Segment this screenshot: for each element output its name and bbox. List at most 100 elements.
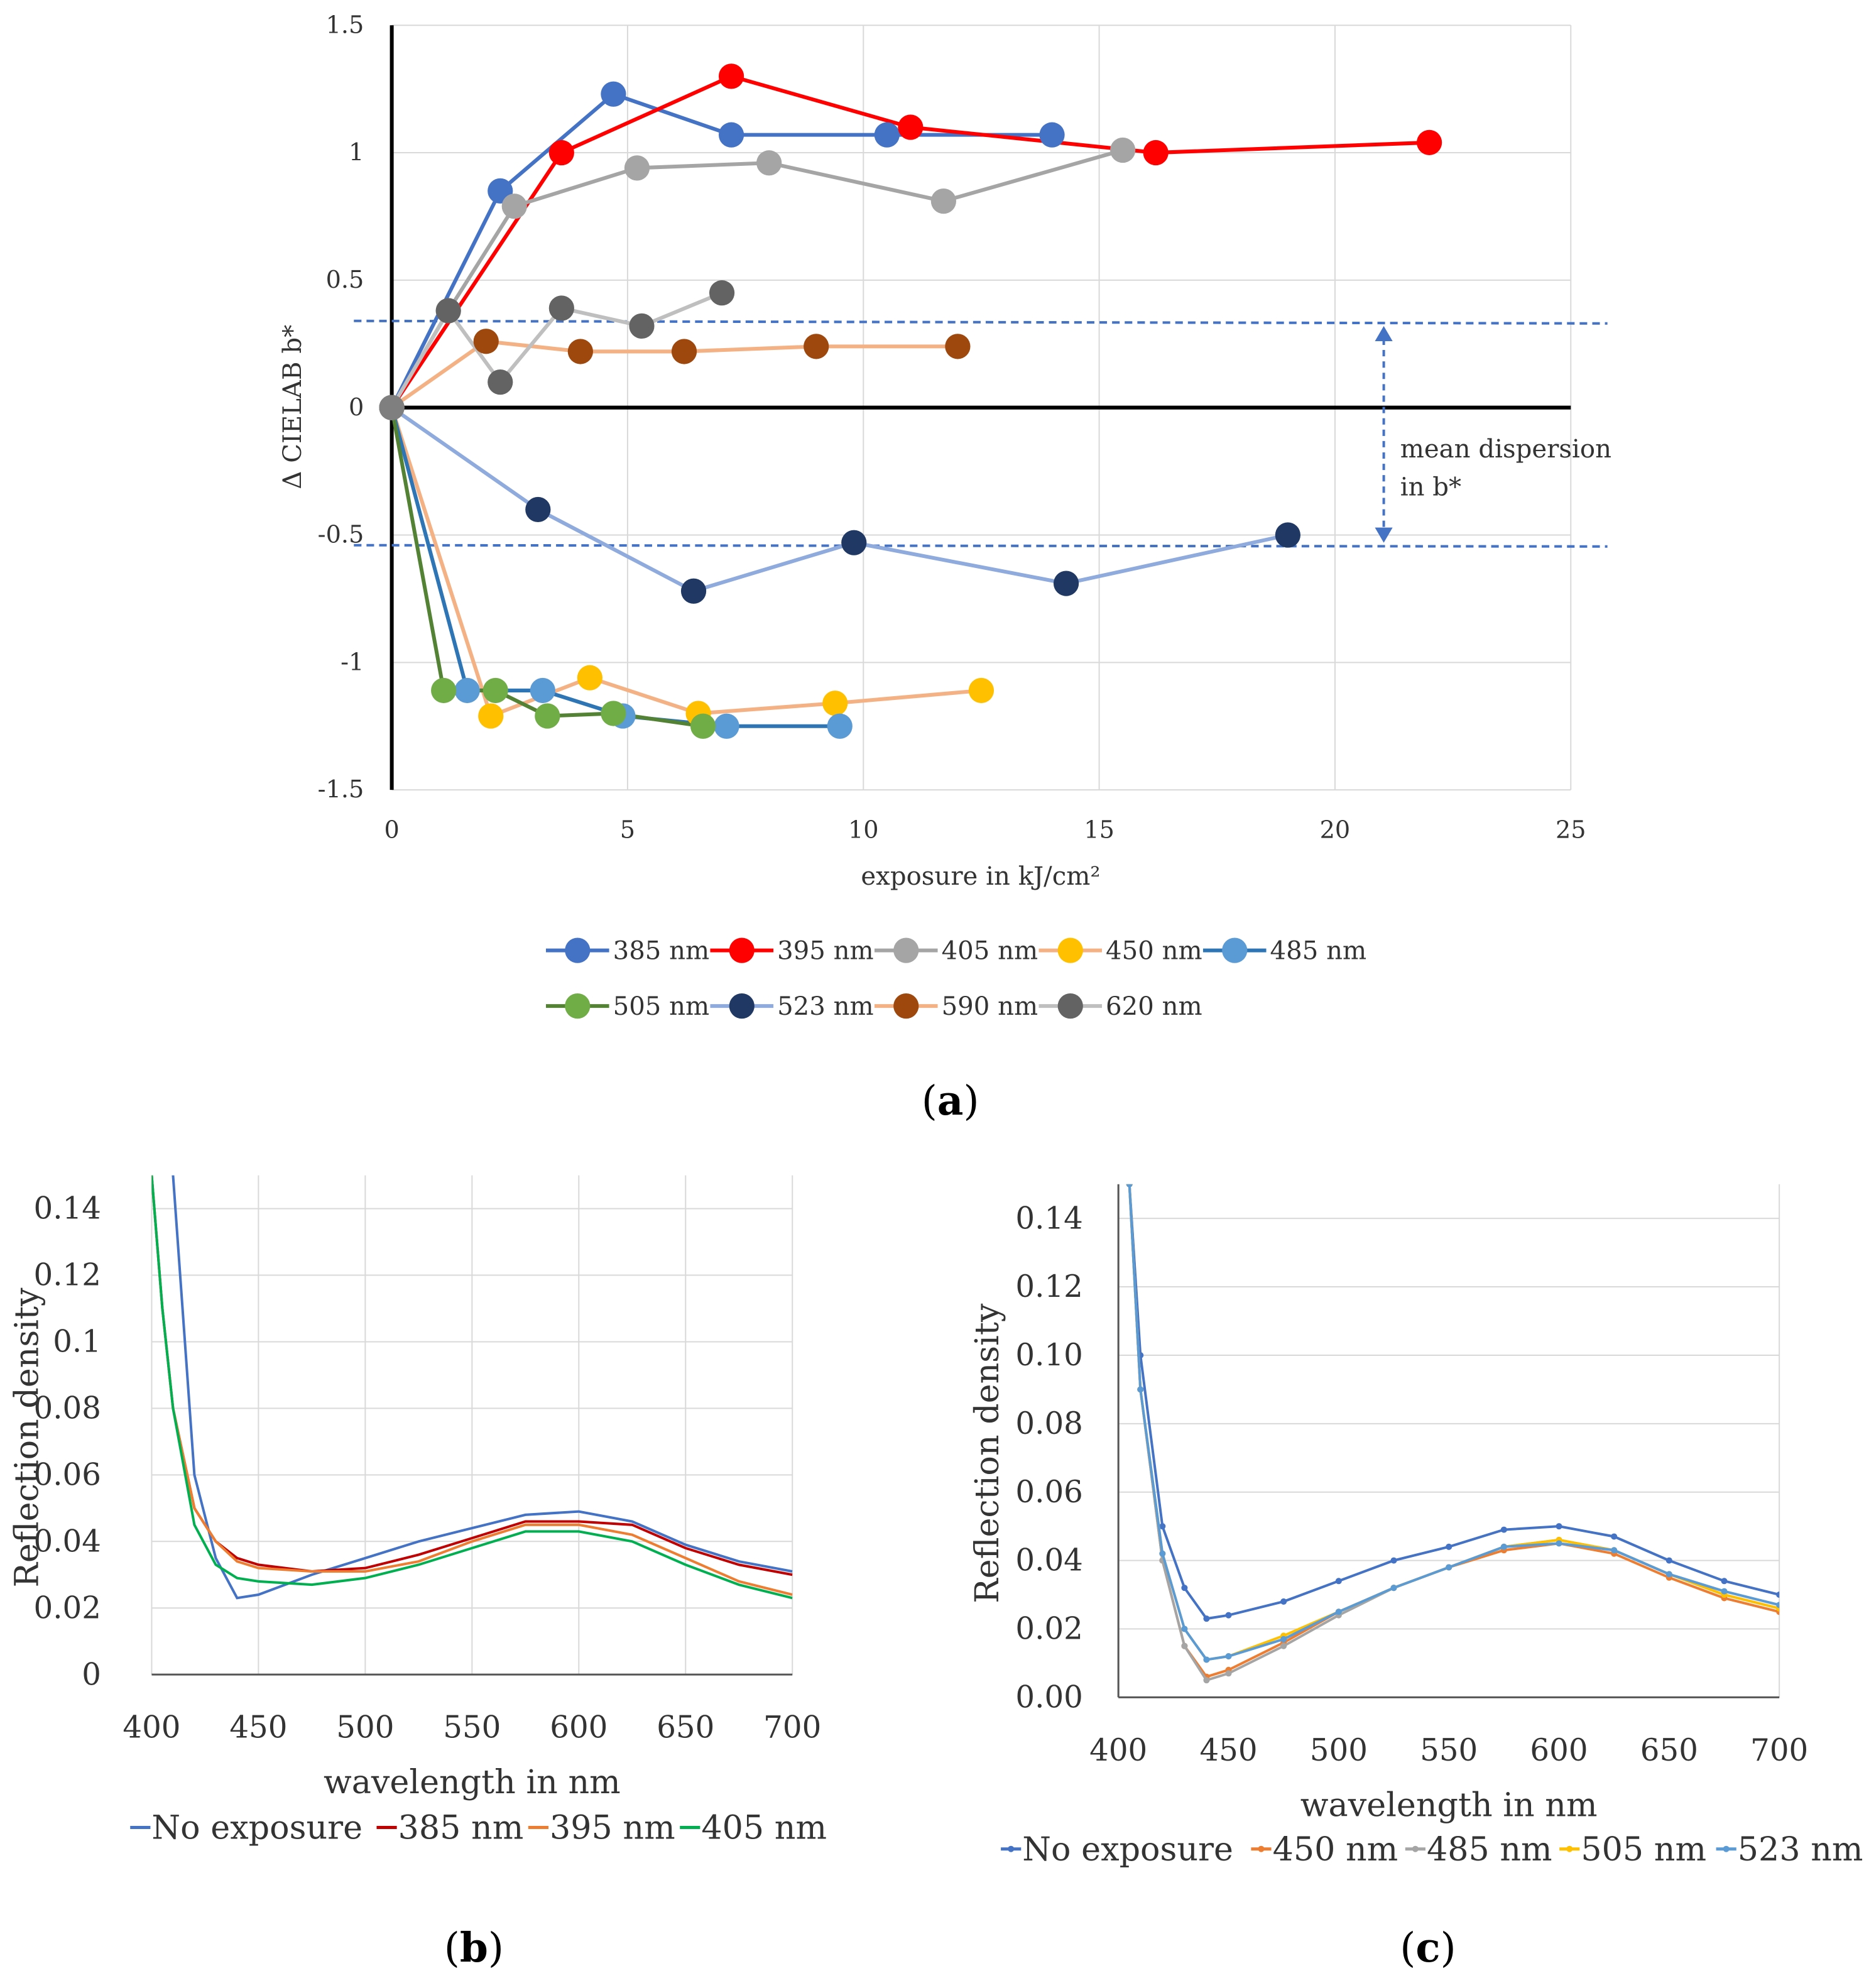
series-line (151, 1175, 793, 1596)
y-tick-label: -1 (341, 648, 364, 676)
data-point (1280, 1598, 1287, 1605)
data-point (1335, 1578, 1342, 1585)
series-line-395-nm (390, 74, 1430, 409)
x-axis-label: wavelength in nm (1300, 1786, 1598, 1824)
data-point (501, 194, 527, 219)
legend-label: 485 nm (1427, 1830, 1552, 1869)
series-line (172, 1175, 793, 1600)
data-point (874, 122, 900, 148)
x-tick-label: 650 (1640, 1733, 1698, 1768)
data-point (601, 81, 626, 107)
data-point (435, 298, 461, 324)
data-point (1500, 1526, 1507, 1533)
data-point (488, 369, 513, 395)
data-point (1181, 1642, 1188, 1649)
x-tick-label: 25 (1556, 817, 1586, 844)
data-point (431, 677, 457, 704)
x-tick-label: 450 (229, 1710, 287, 1745)
mean-upper-line (354, 319, 1608, 325)
caption-a: (a) (922, 1078, 979, 1125)
data-point (1203, 1656, 1210, 1663)
x-tick-label: 600 (1530, 1733, 1588, 1768)
x-tick-label: 5 (620, 817, 635, 844)
data-point (1137, 1386, 1144, 1393)
data-point (1416, 129, 1442, 155)
x-tick-label: 600 (550, 1710, 608, 1745)
y-tick-label: 0.00 (1015, 1679, 1082, 1715)
data-point (841, 530, 867, 555)
data-point (629, 313, 655, 339)
legend-marker (1057, 937, 1083, 963)
y-tick-label: 0.12 (1015, 1269, 1082, 1304)
legend-marker (1222, 937, 1248, 963)
data-point (822, 691, 848, 716)
legend-label: 450 nm (1273, 1830, 1398, 1869)
data-point (1611, 1533, 1618, 1540)
y-tick-label: 0.1 (53, 1324, 101, 1360)
data-point (1500, 1543, 1507, 1550)
y-tick-label: 0.04 (1015, 1543, 1082, 1578)
y-tick-label: 1 (349, 139, 364, 167)
data-point (1390, 1585, 1397, 1592)
y-axis-label: Reflection density (968, 1303, 1006, 1603)
data-point (1126, 1184, 1133, 1188)
mean-lower-line (354, 543, 1608, 548)
data-point (567, 339, 593, 364)
y-axis-label: Reflection density (8, 1287, 46, 1588)
data-point (577, 665, 603, 691)
legend-label: 395 nm (777, 937, 874, 966)
y-tick-label: 0 (82, 1657, 101, 1692)
y-tick-label: 0.04 (34, 1524, 101, 1559)
series-line (1128, 1184, 1780, 1620)
data-point (718, 63, 744, 89)
legend-label: 505 nm (1581, 1830, 1706, 1869)
data-point (1776, 1602, 1780, 1608)
data-point (1280, 1642, 1287, 1649)
legend-label: 385 nm (613, 937, 710, 966)
data-point (1275, 522, 1300, 548)
data-point (827, 713, 853, 739)
data-point (1446, 1564, 1453, 1571)
x-tick-label: 550 (443, 1710, 501, 1745)
data-point (930, 188, 957, 214)
data-point (1556, 1523, 1562, 1530)
data-point (709, 280, 735, 306)
y-tick-label: 0.08 (1015, 1406, 1082, 1441)
data-point (1390, 1557, 1397, 1564)
legend-marker (565, 993, 591, 1019)
series-line-485-nm (390, 407, 840, 728)
data-point (718, 122, 744, 148)
y-tick-label: 0.10 (1015, 1338, 1082, 1373)
data-point (1665, 1571, 1672, 1578)
plot-area (1126, 1184, 1780, 1684)
legend-label: 505 nm (613, 992, 710, 1021)
data-point (624, 155, 650, 181)
data-point (601, 701, 626, 726)
legend-marker (1566, 1845, 1573, 1852)
data-point (1039, 122, 1065, 148)
legend-marker (1412, 1845, 1419, 1852)
data-point (1159, 1550, 1166, 1557)
data-point (1110, 137, 1136, 163)
plot-area (151, 1175, 793, 1600)
y-tick-label: 1.5 (326, 11, 364, 39)
data-point (478, 703, 504, 729)
legend-marker (1008, 1845, 1015, 1852)
data-point (898, 114, 924, 140)
y-tick-label: 0.5 (326, 266, 364, 294)
annotation-text: in b* (1400, 472, 1461, 501)
data-point (1053, 571, 1079, 596)
legend-label: 450 nm (1106, 937, 1202, 966)
legend-label: 405 nm (942, 937, 1038, 966)
x-tick-label: 15 (1084, 817, 1115, 844)
legend-label: 620 nm (1106, 992, 1202, 1021)
x-tick-label: 500 (1310, 1733, 1368, 1768)
y-tick-label: 0.02 (1015, 1612, 1082, 1647)
data-point (1181, 1585, 1188, 1592)
x-tick-label: 550 (1420, 1733, 1478, 1768)
chart-c: 0.00 0.02 0.04 0.06 0.08 0.10 0.12 0.14 400 450 50… (968, 1184, 1863, 1869)
data-point (530, 677, 555, 704)
caption-b: (b) (444, 1925, 504, 1972)
data-point (473, 329, 499, 354)
